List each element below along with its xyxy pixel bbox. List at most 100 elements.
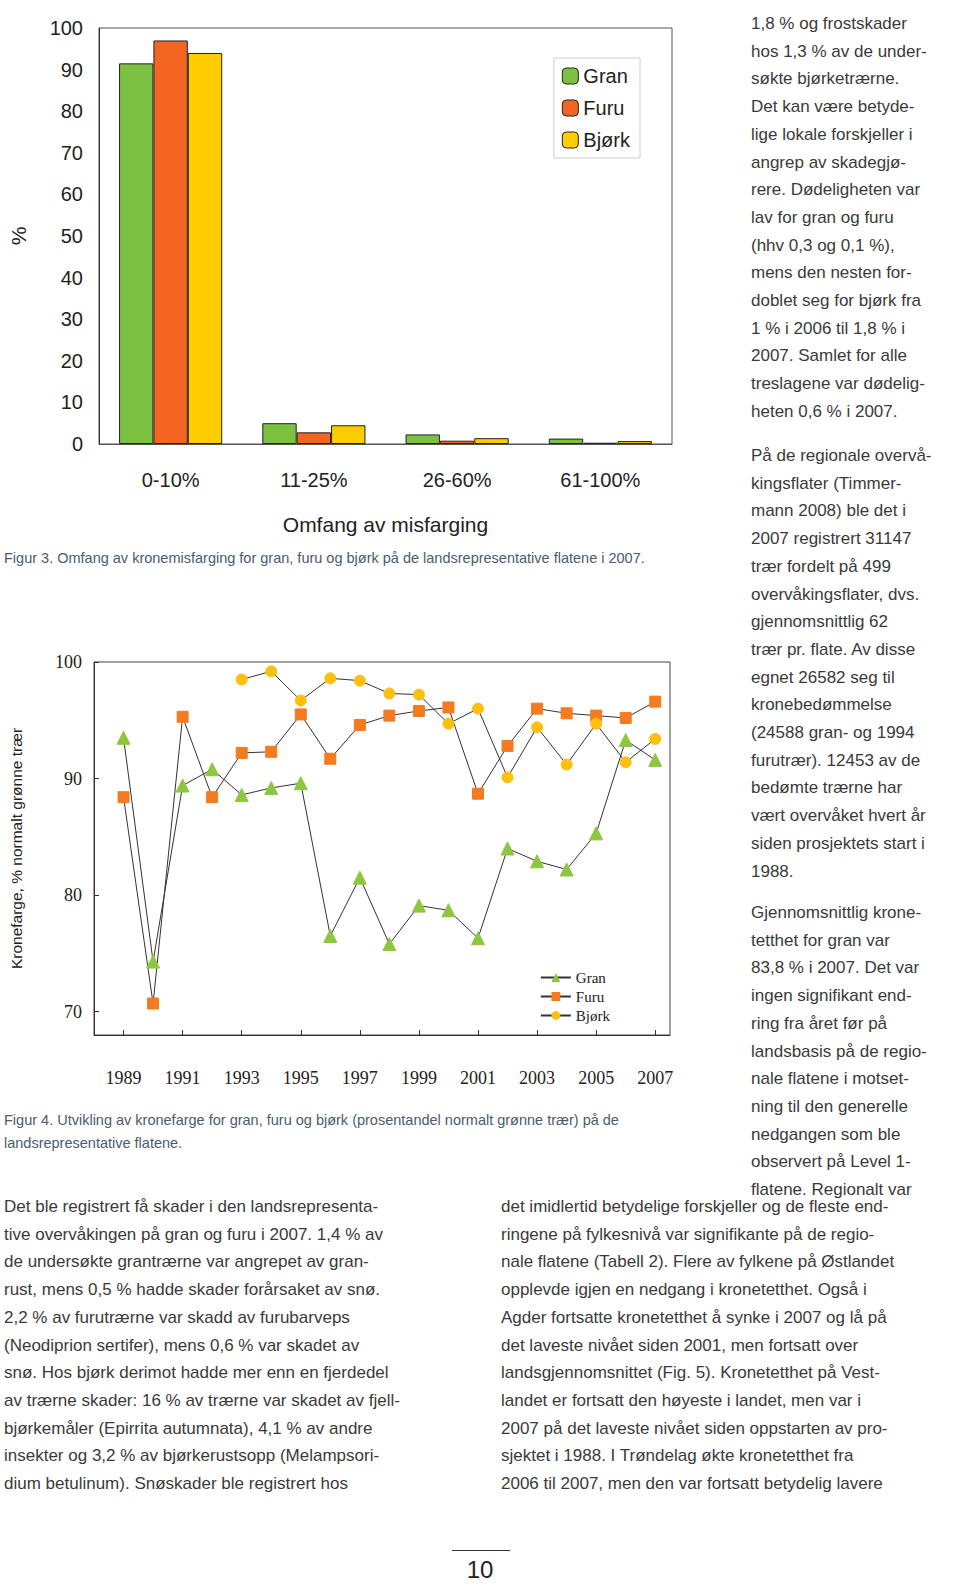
svg-text:50: 50 (61, 225, 83, 247)
html-text:(24588 gran- og 1994: (24588 gran- og 1994 (751, 723, 915, 742)
html-text:opplevde igjen en nedgang i kr: opplevde igjen en nedgang i kronetetthet… (501, 1280, 867, 1300)
svg-text:1997: 1997 (342, 1068, 378, 1088)
html-text:nedgangen som ble: nedgangen som ble (751, 1124, 901, 1144)
html-text:2,2 % av furutrærne var skadd: 2,2 % av furutrærne var skadd av furubar… (4, 1307, 350, 1327)
html-text:ingen signifikant end-: ingen signifikant end- (751, 986, 912, 1006)
html-text:10: 10 (466, 1556, 494, 1583)
html-text:trær fordelt på 499: trær fordelt på 499 (751, 556, 891, 576)
svg-text:10: 10 (61, 391, 83, 413)
html-text:1,8 % og frostskader: 1,8 % og frostskader (751, 14, 907, 33)
html-text:nale flatene i motset-: nale flatene i motset- (751, 1069, 909, 1089)
html-text:de undersøkte grantrærne var a: de undersøkte grantrærne var angrepet av… (4, 1252, 369, 1272)
html-text:rust, mens 0,5 % hadde skader: rust, mens 0,5 % hadde skader forårsaket… (4, 1280, 381, 1300)
html-text:2007 registrert 31147: 2007 registrert 31147 (751, 529, 912, 549)
html-text:kingsflater (Timmer-: kingsflater (Timmer- (751, 473, 902, 493)
html-text:gjennomsnittlig 62: gjennomsnittlig 62 (751, 612, 888, 632)
svg-text:Gran: Gran (583, 65, 627, 87)
html-text:mann 2008) ble det i: mann 2008) ble det i (751, 501, 906, 521)
html-text:ning til den generelle: ning til den generelle (751, 1096, 908, 1116)
html-text:søkte bjørketrærne.: søkte bjørketrærne. (751, 69, 900, 89)
html-text:1 % i 2006 til 1,8 % i: 1 % i 2006 til 1,8 % i (751, 318, 905, 338)
svg-text:Gran: Gran (576, 970, 606, 986)
html-text:ring fra året før på: ring fra året før på (751, 1013, 888, 1033)
svg-text:100: 100 (50, 17, 83, 39)
html-text:observert på Level 1-: observert på Level 1- (751, 1152, 911, 1172)
html-text:tetthet for gran var: tetthet for gran var (751, 930, 890, 950)
html-text:83,8 % i 2007. Det var: 83,8 % i 2007. Det var (751, 958, 920, 978)
html-text:overvåkingsflater, dvs.: overvåkingsflater, dvs. (751, 584, 920, 604)
html-text:tive overvåkingen på gran og f: tive overvåkingen på gran og furu i 2007… (4, 1224, 383, 1244)
svg-text:1991: 1991 (165, 1068, 201, 1088)
svg-text:40: 40 (61, 267, 83, 289)
svg-text:30: 30 (61, 308, 83, 330)
html-text:På de regionale overvå-: På de regionale overvå- (751, 446, 932, 465)
html-text:furutrær). 12453 av de: furutrær). 12453 av de (751, 750, 921, 770)
html-text:bjørkemåler (Epirrita autumnat: bjørkemåler (Epirrita autumnata), 4,1 % … (4, 1418, 373, 1438)
svg-text:2003: 2003 (519, 1068, 555, 1088)
svg-text:%: % (7, 227, 30, 246)
svg-text:60: 60 (61, 183, 83, 205)
html-text:(Neodiprion sertifer), mens 0,: (Neodiprion sertifer), mens 0,6 % var sk… (4, 1335, 360, 1355)
svg-text:80: 80 (61, 100, 83, 122)
html-text:trær pr. flate. Av disse: trær pr. flate. Av disse (751, 639, 916, 659)
html-text:2007. Samlet for alle: 2007. Samlet for alle (751, 346, 907, 366)
html-text:rere. Dødeligheten var: rere. Dødeligheten var (751, 180, 921, 200)
svg-text:1999: 1999 (401, 1068, 437, 1088)
svg-text:0-10%: 0-10% (142, 469, 200, 491)
html-text:siden prosjektets start i: siden prosjektets start i (751, 833, 925, 853)
html-text:ringene på fylkesnivå var sign: ringene på fylkesnivå var signifikante p… (501, 1224, 875, 1244)
svg-text:90: 90 (64, 769, 82, 789)
html-text:kronebedømmelse: kronebedømmelse (751, 695, 892, 715)
html-text:vært overvåket hvert år: vært overvåket hvert år (751, 806, 926, 826)
html-text:heten 0,6 % i 2007.: heten 0,6 % i 2007. (751, 401, 898, 421)
html-text:landsbasis på de regio-: landsbasis på de regio- (751, 1041, 927, 1061)
svg-text:2007: 2007 (637, 1068, 673, 1088)
svg-text:20: 20 (61, 350, 83, 372)
svg-text:Bjørk: Bjørk (576, 1008, 611, 1024)
svg-text:Omfang av misfarging: Omfang av misfarging (283, 513, 488, 536)
html-text:egnet 26582 seg til: egnet 26582 seg til (751, 667, 895, 687)
html-text:treslagene var dødelig-: treslagene var dødelig- (751, 374, 925, 394)
html-text:landsgjennomsnittet (Fig. 5).: landsgjennomsnittet (Fig. 5). Kronetetth… (501, 1363, 880, 1383)
svg-text:1989: 1989 (106, 1068, 142, 1088)
svg-text:Furu: Furu (576, 989, 605, 1005)
svg-text:90: 90 (61, 59, 83, 81)
html-text:lige lokale forskjeller i: lige lokale forskjeller i (751, 124, 913, 144)
html-text:Figur 4. Utvikling av kronefar: Figur 4. Utvikling av kronefarge for gra… (4, 1112, 619, 1151)
html-text:Gjennomsnittlig krone-: Gjennomsnittlig krone- (751, 903, 922, 922)
html-text:hos 1,3 % av de under-: hos 1,3 % av de under- (751, 41, 927, 61)
html-text:snø. Hos bjørk derimot hadde m: snø. Hos bjørk derimot hadde mer enn en … (4, 1363, 389, 1383)
html-text:bedømte trærne har: bedømte trærne har (751, 778, 903, 798)
svg-text:70: 70 (64, 1002, 82, 1022)
svg-text:26-60%: 26-60% (423, 469, 492, 491)
html-text:nale flatene (Tabell 2). Flere: nale flatene (Tabell 2). Flere av fylken… (501, 1252, 895, 1272)
svg-text:70: 70 (61, 142, 83, 164)
html-text:Det kan være betyde-: Det kan være betyde- (751, 97, 915, 117)
html-text:2007 på det laveste nivået sid: 2007 på det laveste nivået siden oppstar… (501, 1418, 888, 1438)
html-text:flatene. Regionalt var: flatene. Regionalt var (751, 1180, 912, 1199)
svg-text:Furu: Furu (583, 97, 624, 119)
svg-text:Kronefarge, % normalt grønne t: Kronefarge, % normalt grønne trær (8, 728, 25, 969)
svg-text:2001: 2001 (460, 1068, 496, 1088)
html-text:det laveste nivået siden 2001,: det laveste nivået siden 2001, men forts… (501, 1335, 859, 1355)
html-text:1988.: 1988. (751, 861, 794, 881)
svg-text:1993: 1993 (224, 1068, 260, 1088)
html-text:doblet seg for bjørk fra: doblet seg for bjørk fra (751, 291, 922, 310)
html-text:sjektet i 1988. I Trøndelag øk: sjektet i 1988. I Trøndelag økte kronete… (501, 1446, 854, 1466)
svg-text:100: 100 (55, 652, 82, 672)
svg-text:1995: 1995 (283, 1068, 319, 1088)
html-text:landet er fortsatt den høyeste: landet er fortsatt den høyeste i landet,… (501, 1390, 861, 1410)
html-text:(hhv 0,3 og 0,1 %),: (hhv 0,3 og 0,1 %), (751, 235, 895, 255)
svg-text:0: 0 (72, 433, 83, 455)
svg-text:Bjørk: Bjørk (583, 129, 631, 151)
svg-text:11-25%: 11-25% (280, 469, 348, 491)
html-text:angrep av skadegjø-: angrep av skadegjø- (751, 152, 906, 172)
svg-text:80: 80 (64, 885, 82, 905)
html-text:Agder fortsatte kronetetthet å: Agder fortsatte kronetetthet å synke i 2… (501, 1307, 887, 1327)
html-text:av trærne skader: 16 % av trær: av trærne skader: 16 % av trærne var ska… (4, 1390, 400, 1410)
html-text:mens den nesten for-: mens den nesten for- (751, 263, 912, 283)
html-text:lav for gran og furu: lav for gran og furu (751, 207, 894, 227)
html-text:insekter og 3,2 % av bjørkerus: insekter og 3,2 % av bjørkerustsopp (Mel… (4, 1446, 380, 1466)
svg-text:61-100%: 61-100% (560, 469, 640, 491)
svg-text:2005: 2005 (578, 1068, 614, 1088)
